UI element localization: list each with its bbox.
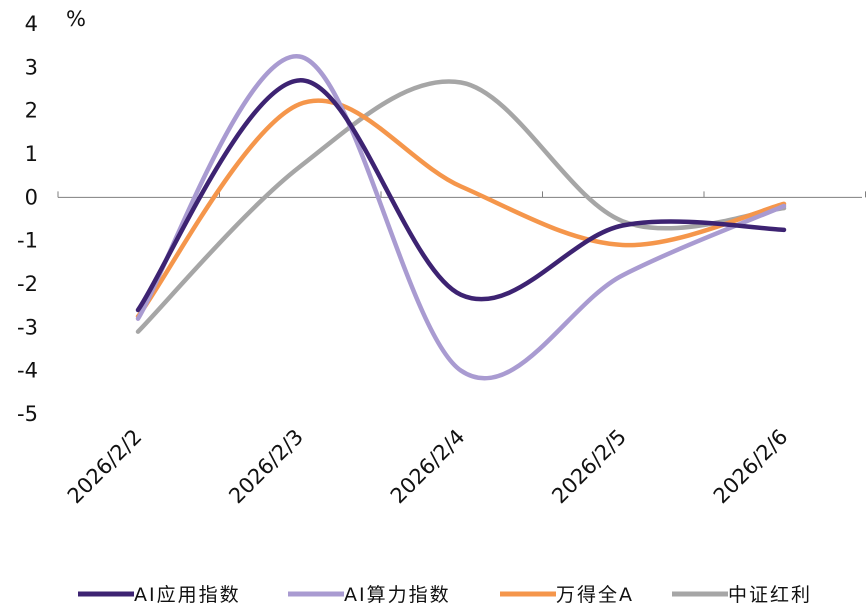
y-tick-label: 3 — [25, 55, 38, 79]
legend-label: 中证红利 — [728, 584, 812, 606]
y-tick-label: -1 — [17, 229, 38, 253]
y-axis-ticks: 4 3 2 1 0 -1 -2 -3 -4 -5 — [17, 12, 38, 426]
x-axis — [57, 191, 866, 198]
series-line-2 — [135, 98, 787, 319]
legend-label: AI算力指数 — [344, 584, 451, 606]
y-axis-unit-label: % — [66, 7, 86, 31]
y-tick-label: -2 — [17, 272, 38, 296]
x-tick-label: 2026/2/4 — [386, 425, 470, 509]
series-line-0 — [135, 78, 787, 313]
x-tick-label: 2026/2/2 — [63, 425, 147, 509]
series-line-1 — [135, 54, 787, 381]
y-tick-label: -4 — [17, 359, 38, 383]
x-tick-label: 2026/2/6 — [709, 425, 793, 509]
x-axis-tick-labels: 2026/2/2 2026/2/3 2026/2/4 2026/2/5 2026/2/6 — [63, 425, 793, 509]
y-tick-label: 4 — [25, 12, 38, 36]
y-tick-label: -3 — [17, 315, 38, 339]
legend-label: AI应用指数 — [134, 584, 241, 606]
legend: AI应用指数 AI算力指数 万得全A 中证红利 — [78, 584, 812, 606]
y-tick-label: 0 — [25, 185, 38, 209]
y-tick-label: 1 — [25, 142, 38, 166]
y-tick-label: 2 — [25, 99, 38, 123]
y-tick-label: -5 — [17, 402, 38, 426]
x-tick-label: 2026/2/5 — [547, 425, 631, 509]
legend-label: 万得全A — [556, 584, 634, 606]
x-tick-label: 2026/2/3 — [224, 425, 308, 509]
series-lines — [135, 54, 787, 381]
series-line-3 — [135, 79, 787, 334]
